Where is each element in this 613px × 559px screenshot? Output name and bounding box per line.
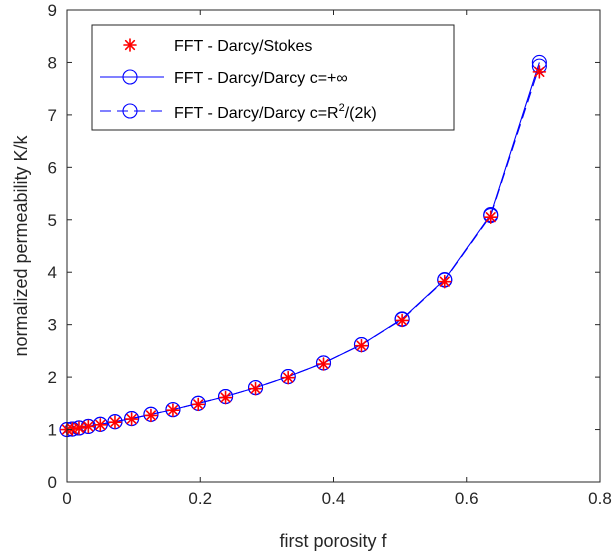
legend-label-prefix: FFT - Darcy/Darcy c=R (174, 105, 339, 122)
x-tick-label: 0.6 (455, 489, 479, 508)
data-point (81, 419, 96, 434)
data-point (532, 65, 547, 79)
legend-entry-darcy-darcy-infinite: FFT - Darcy/Darcy c=+∞ (100, 69, 348, 87)
data-point (191, 397, 206, 412)
y-tick-label: 3 (48, 316, 57, 335)
legend-circle-marker (122, 103, 138, 119)
data-point (144, 408, 158, 423)
data-point (93, 418, 108, 432)
legend-entry-darcy-stokes: FFT - Darcy/Stokes (123, 38, 312, 55)
legend-label-darcy-darcy-infinite: FFT - Darcy/Darcy c=+∞ (174, 70, 348, 87)
x-tick-label: 0 (62, 489, 71, 508)
data-point (166, 403, 180, 417)
y-tick-label: 6 (48, 158, 57, 177)
y-tick-label: 7 (48, 106, 57, 125)
y-tick-label: 4 (48, 263, 57, 282)
y-tick-label: 0 (48, 473, 57, 492)
legend-label-suffix: /(2k) (345, 105, 377, 122)
x-tick-label: 0.2 (188, 489, 212, 508)
x-tick-label: 0.8 (588, 489, 612, 508)
legend-entry-darcy-darcy-finite: FFT - Darcy/Darcy c=R2/(2k) (100, 102, 377, 122)
data-point (108, 415, 122, 430)
y-axis-label: normalized permeability K/k (11, 134, 31, 356)
data-point (248, 381, 263, 396)
ticks-layer: 0 0.2 0.4 0.6 0.8 0 1 2 3 4 5 6 7 8 9 (48, 1, 612, 508)
x-axis-label: first porosity f (279, 531, 387, 551)
legend: FFT - Darcy/Stokes FFT - Darcy/Darcy c=+… (91, 24, 455, 131)
legend-label-darcy-stokes: FFT - Darcy/Stokes (174, 38, 312, 55)
data-point (437, 274, 452, 289)
y-tick-label: 2 (48, 368, 57, 387)
legend-circle-marker (122, 69, 138, 85)
y-tick-label: 1 (48, 421, 57, 440)
legend-label-superscript: 2 (339, 102, 345, 114)
y-tick-label: 8 (48, 53, 57, 72)
legend-asterisk-marker (123, 38, 137, 52)
series-layer (59, 54, 547, 438)
data-point (395, 313, 409, 328)
data-point (281, 370, 295, 385)
x-tick-label: 0.4 (322, 489, 346, 508)
y-tick-label: 5 (48, 211, 57, 230)
y-tick-label: 9 (48, 1, 57, 20)
data-point (316, 357, 331, 371)
data-point (218, 390, 233, 405)
series-1 (60, 65, 547, 437)
data-point (354, 338, 369, 353)
data-point (72, 421, 86, 435)
legend-label-darcy-darcy-finite: FFT - Darcy/Darcy c=R2/(2k) (174, 102, 377, 122)
data-point (124, 412, 139, 426)
data-point (483, 210, 498, 224)
